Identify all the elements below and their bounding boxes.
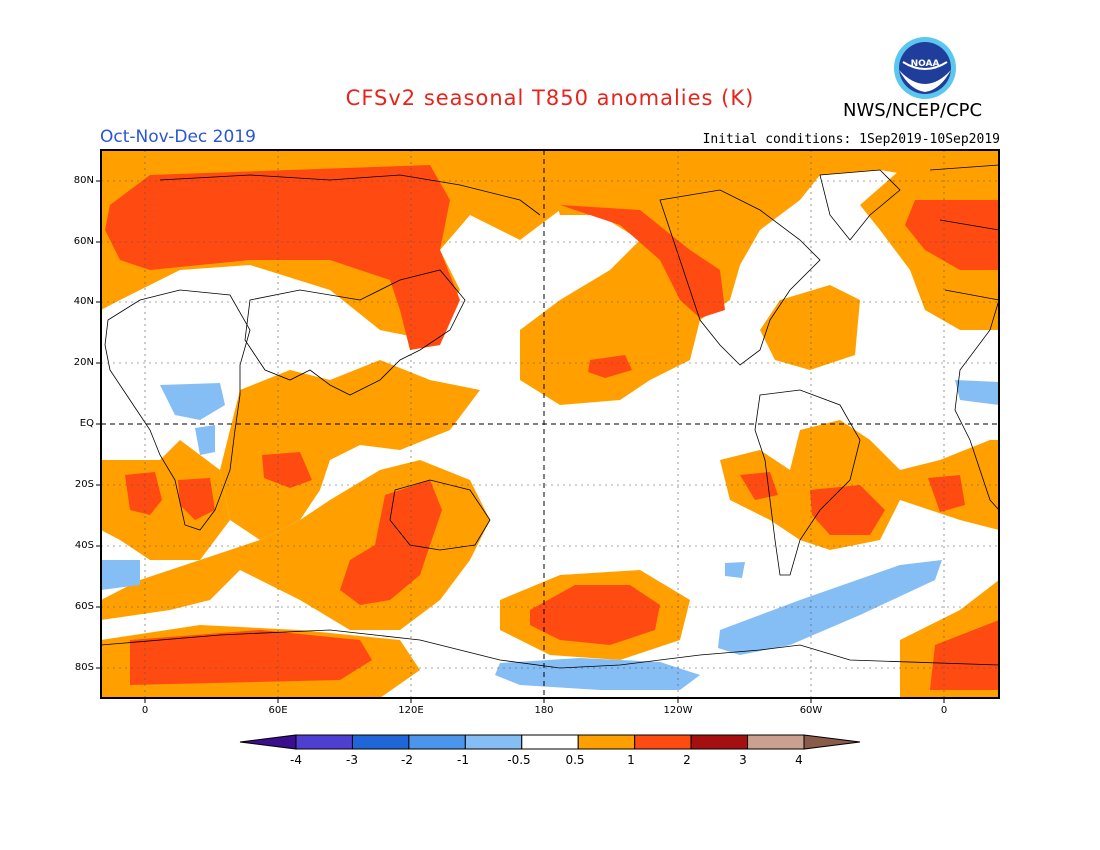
colorbar-label-minus0-5: -0.5 <box>507 753 531 767</box>
colorbar-label-2: 2 <box>683 753 691 767</box>
lat-label-40n: 40N <box>73 296 94 307</box>
anomaly-region-southern-hemisphere-west <box>101 440 230 560</box>
anomaly-region-indian-ocean <box>220 360 480 540</box>
coastline-north-america <box>659 189 821 366</box>
anomaly-core-scandinavia <box>905 200 999 270</box>
anomaly-core-indian-south <box>262 452 312 488</box>
lon-label-0-east: 0 <box>940 705 948 716</box>
lon-label-180: 180 <box>534 705 554 716</box>
lat-label-20s: 20S <box>74 479 94 490</box>
colorbar-label-3: 3 <box>739 753 747 767</box>
anomaly-core-alaska <box>560 205 725 318</box>
lon-label-60w: 60W <box>799 705 823 716</box>
anomaly-core-australia <box>340 480 442 605</box>
coastlines <box>101 164 999 669</box>
colorbar-label-minus4: -4 <box>290 753 302 767</box>
coastline-australia <box>389 479 491 551</box>
cold-anomaly-east-africa <box>195 425 215 455</box>
colorbar-label-minus3: -3 <box>346 753 358 767</box>
cold-anomaly-drake-passage <box>718 560 942 655</box>
coastline-africa-europe <box>104 289 251 531</box>
anomaly-region-north-atlantic <box>760 285 860 370</box>
colorbar-label-minus2: -2 <box>401 753 413 767</box>
coastline-antarctica <box>101 629 999 669</box>
season-label: Oct-Nov-Dec 2019 <box>100 127 256 147</box>
coastline-europe-east <box>929 164 999 511</box>
lon-label-0: 0 <box>141 705 149 716</box>
lat-label-80s: 80S <box>74 662 94 673</box>
tick-marks <box>96 180 945 703</box>
colorbar-label-minus1: -1 <box>457 753 469 767</box>
anomaly-core-hawaii <box>588 355 632 378</box>
lat-label-60n: 60N <box>73 236 94 247</box>
map-title: CFSv2 seasonal T850 anomalies (K) <box>345 86 755 110</box>
lon-label-60e: 60E <box>268 705 288 716</box>
anomaly-core-south-africa <box>125 472 162 515</box>
lat-label-60s: 60S <box>74 601 94 612</box>
anomaly-core-south-africa-east <box>928 475 965 512</box>
anomaly-core-antarctic-east <box>930 620 999 690</box>
lon-label-120w: 120W <box>663 705 693 716</box>
cold-anomaly-chile-south <box>725 562 745 578</box>
lat-label-20n: 20N <box>73 357 94 368</box>
lon-label-120e: 120E <box>398 705 424 716</box>
anomaly-core-south-pacific <box>530 585 660 645</box>
anomaly-core-south-atlantic <box>810 485 885 535</box>
colorbar-label-0-5: 0.5 <box>565 753 585 767</box>
lat-label-80n: 80N <box>73 175 94 186</box>
anomaly-core-antarctic-west <box>130 630 372 685</box>
coastline-greenland <box>819 169 901 241</box>
agency-label: NWS/NCEP/CPC <box>843 100 983 121</box>
cold-anomaly-south-atlantic-west <box>101 560 140 590</box>
initial-conditions-label: Initial conditions: 1Sep2019-10Sep2019 <box>702 132 1000 147</box>
colorbar-label-1: 1 <box>627 753 635 767</box>
anomaly-core-madagascar <box>178 478 215 520</box>
coastline-south-america <box>754 389 861 576</box>
cold-anomaly-atlantic-west <box>955 380 999 405</box>
coastline-siberia <box>159 174 541 216</box>
lat-label-40s: 40S <box>74 540 94 551</box>
lat-label-eq: EQ <box>79 418 94 429</box>
anomaly-core-siberia <box>105 165 460 350</box>
coastline-asia <box>244 269 466 396</box>
cold-anomaly-sahara <box>160 383 225 420</box>
colorbar-label-4: 4 <box>795 753 803 767</box>
anomaly-core-chile <box>740 472 778 500</box>
graticule <box>101 150 999 698</box>
anomaly-region-south-america <box>720 420 999 550</box>
